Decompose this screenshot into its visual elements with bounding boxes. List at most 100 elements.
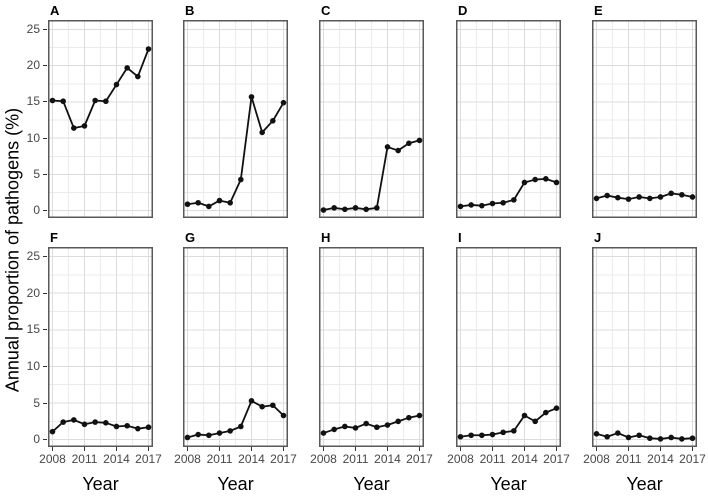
data-point bbox=[553, 405, 560, 411]
data-point bbox=[689, 194, 696, 200]
data-point bbox=[248, 94, 255, 100]
data-point bbox=[457, 433, 464, 440]
data-point bbox=[593, 195, 600, 202]
data-point bbox=[384, 422, 391, 428]
x-tick-mark bbox=[628, 447, 629, 451]
data-point bbox=[521, 412, 528, 419]
x-tick-label: 2014 bbox=[238, 452, 265, 466]
y-tick-mark bbox=[43, 65, 47, 67]
data-point bbox=[184, 201, 191, 208]
y-tick-mark bbox=[43, 137, 47, 139]
gridlines bbox=[456, 20, 561, 218]
data-point bbox=[227, 428, 233, 434]
y-tick-mark bbox=[43, 210, 47, 212]
data-point bbox=[593, 431, 600, 437]
data-point bbox=[657, 194, 664, 200]
x-tick-label: 2017 bbox=[135, 452, 162, 466]
y-tick-label: 25 bbox=[26, 21, 40, 36]
data-point bbox=[500, 429, 506, 436]
data-point bbox=[342, 206, 348, 213]
data-point bbox=[270, 118, 276, 124]
panel-H: H bbox=[319, 230, 424, 447]
data-point bbox=[238, 423, 244, 430]
y-tick-label: 10 bbox=[26, 358, 40, 373]
data-point bbox=[270, 402, 276, 409]
panel-border bbox=[319, 247, 424, 447]
x-tick-mark bbox=[524, 447, 525, 451]
line-chart-e bbox=[592, 20, 697, 218]
data-point bbox=[553, 179, 560, 186]
y-tick-mark bbox=[43, 101, 47, 103]
data-line bbox=[187, 399, 285, 439]
data-point bbox=[521, 179, 528, 186]
data-point bbox=[71, 417, 77, 423]
y-tick-label: 0 bbox=[33, 432, 40, 447]
data-point bbox=[92, 419, 98, 425]
data-point bbox=[668, 190, 674, 197]
data-point bbox=[238, 176, 244, 183]
data-point bbox=[457, 203, 464, 210]
data-point bbox=[248, 398, 255, 404]
data-point bbox=[135, 73, 141, 80]
y-tick-label: 15 bbox=[26, 94, 40, 109]
y-tick-mark bbox=[43, 329, 47, 331]
data-point bbox=[604, 192, 610, 199]
y-tick-mark bbox=[43, 292, 47, 294]
panel-I: I bbox=[456, 230, 561, 447]
y-tick-mark bbox=[43, 173, 47, 175]
x-tick-label: 2017 bbox=[406, 452, 433, 466]
panel-B: B bbox=[183, 3, 288, 218]
gridlines bbox=[592, 20, 697, 218]
x-tick-mark bbox=[251, 447, 252, 451]
data-point bbox=[647, 435, 653, 442]
data-point bbox=[532, 176, 538, 183]
y-tick-label: 15 bbox=[26, 322, 40, 337]
data-point bbox=[206, 432, 212, 439]
data-point bbox=[145, 424, 152, 431]
data-point bbox=[636, 194, 642, 200]
panel-border bbox=[48, 20, 153, 218]
x-tick-label: 2017 bbox=[679, 452, 706, 466]
x-tick-label: 2011 bbox=[479, 452, 506, 466]
panel-border bbox=[456, 247, 561, 447]
x-tick-mark bbox=[660, 447, 661, 451]
x-tick-mark bbox=[692, 447, 693, 451]
x-tick-label: 2011 bbox=[206, 452, 233, 466]
data-point bbox=[124, 65, 130, 71]
x-tick-mark bbox=[187, 447, 188, 451]
data-line bbox=[323, 414, 420, 434]
panel-label-h: H bbox=[321, 230, 331, 245]
data-point bbox=[92, 97, 98, 104]
y-tick-label: 25 bbox=[26, 249, 40, 264]
data-point bbox=[374, 424, 380, 431]
data-point bbox=[331, 205, 337, 211]
y-tick-label: 5 bbox=[33, 395, 40, 410]
data-point bbox=[679, 436, 685, 442]
panel-D: D bbox=[456, 3, 561, 218]
data-point bbox=[195, 199, 201, 206]
panel-border bbox=[456, 20, 561, 218]
data-point bbox=[625, 434, 632, 441]
data-point bbox=[195, 431, 201, 438]
gridlines bbox=[319, 20, 424, 218]
x-tick-mark bbox=[52, 447, 53, 451]
data-point bbox=[216, 430, 223, 436]
line-chart-c bbox=[319, 20, 424, 218]
x-tick-mark bbox=[492, 447, 493, 451]
data-point bbox=[615, 194, 621, 201]
line-chart-a bbox=[48, 20, 153, 218]
panel-border bbox=[592, 20, 697, 218]
data-line bbox=[596, 432, 693, 440]
data-point bbox=[636, 432, 642, 439]
data-line bbox=[596, 192, 693, 201]
data-point bbox=[331, 426, 337, 433]
data-point bbox=[206, 203, 212, 210]
x-axis-title: Year bbox=[82, 474, 119, 494]
data-point bbox=[406, 140, 412, 147]
x-tick-label: 2017 bbox=[543, 452, 570, 466]
data-point bbox=[103, 98, 109, 105]
data-point bbox=[113, 81, 120, 88]
data-point bbox=[657, 436, 664, 442]
panel-E: E bbox=[592, 3, 697, 218]
data-point bbox=[184, 434, 191, 441]
